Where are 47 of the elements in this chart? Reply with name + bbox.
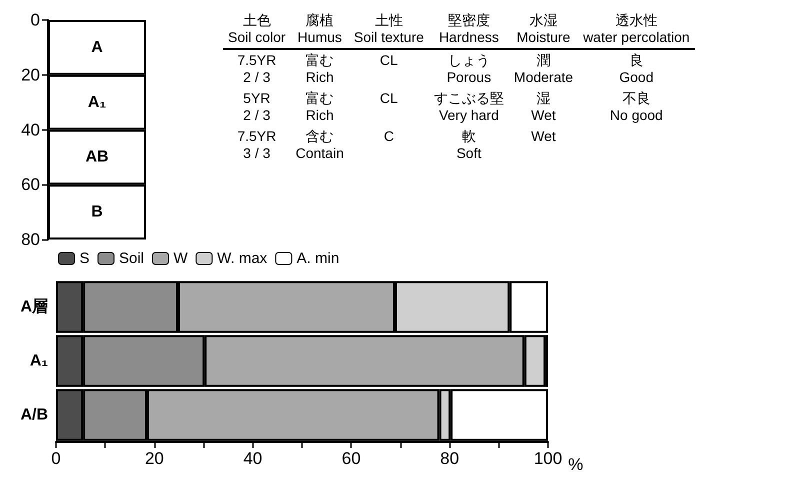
y-tick-label: 60 — [21, 175, 40, 194]
text: しょう Porous — [446, 52, 492, 85]
text: CL — [380, 52, 398, 68]
series-label: AB — [85, 148, 109, 166]
text: CL — [380, 90, 398, 106]
category-label: 水湿 Moisture — [508, 10, 578, 49]
category-label: 腐植 Humus — [290, 10, 349, 49]
text: Wet — [531, 128, 556, 144]
legend-label: W — [174, 250, 189, 267]
category-label: 堅密度 Hardness — [428, 10, 509, 49]
text: 良 Good — [619, 52, 654, 85]
text: 7.5YR 2 / 3 — [237, 52, 276, 85]
series-label: A — [91, 38, 104, 56]
category-label: 土色 Soil color — [223, 10, 291, 49]
y-tick-label: 80 — [21, 230, 40, 249]
text: すこぶる堅 Very hard — [434, 90, 504, 123]
category-label: 透水性 water percolation — [578, 10, 695, 49]
x-tick-label: 20 — [144, 449, 164, 468]
y-tick-label: A/B — [20, 406, 48, 424]
y-tick-label: A層 — [20, 298, 48, 316]
category-label: 土性 Soil texture — [348, 10, 429, 49]
x-axis-title: % — [568, 455, 584, 474]
legend-label: W. max — [217, 250, 268, 267]
text: 富む Rich — [306, 52, 334, 85]
y-tick-label: A₁ — [30, 352, 48, 370]
text: C — [384, 128, 394, 144]
series-label: B — [91, 204, 103, 221]
text: 潤 Moderate — [514, 52, 574, 85]
x-tick-label: 0 — [51, 449, 61, 468]
text: 含む Contain — [296, 128, 344, 161]
series-label: A₁ — [88, 94, 106, 111]
legend-label: A. min — [296, 250, 340, 267]
x-tick-label: 80 — [440, 449, 460, 468]
text: 不良 No good — [610, 90, 663, 123]
text: 7.5YR 3 / 3 — [237, 128, 276, 161]
y-tick-label: 20 — [21, 65, 40, 84]
legend-label: S — [80, 250, 90, 267]
text: 湿 Wet — [531, 90, 556, 123]
x-tick-label: 100 — [534, 449, 562, 468]
text: 富む Rich — [306, 90, 334, 123]
y-tick-label: 40 — [21, 120, 40, 140]
text: 軟 Soft — [456, 128, 482, 161]
legend-label: Soil — [119, 250, 144, 267]
x-tick-label: 60 — [342, 449, 361, 468]
text: 5YR 2 / 3 — [243, 90, 270, 123]
x-tick-label: 40 — [243, 449, 262, 468]
y-tick-label: 0 — [30, 10, 40, 30]
